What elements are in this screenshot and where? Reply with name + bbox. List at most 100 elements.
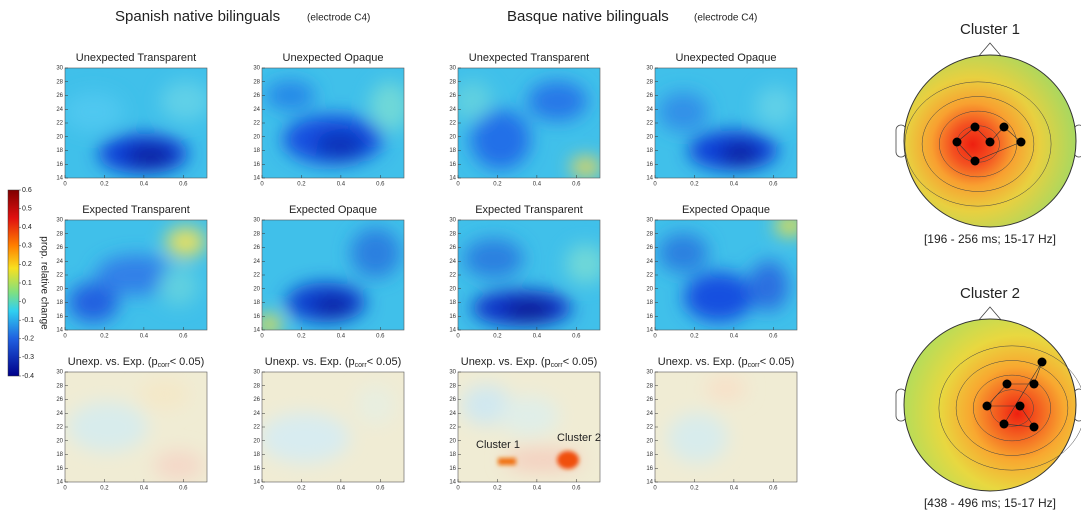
x-tick-label: 0.4 xyxy=(337,182,346,188)
x-tick-label: 0.4 xyxy=(140,486,149,492)
x-tick-label: 0.2 xyxy=(493,486,502,492)
colorbar xyxy=(7,189,20,377)
y-tick-label: 20 xyxy=(56,134,63,140)
y-tick-label: 26 xyxy=(56,93,63,99)
x-tick-label: 0.4 xyxy=(730,334,739,340)
y-tick-label: 28 xyxy=(449,383,456,389)
heatmap-blob xyxy=(570,157,600,177)
y-tick-label: 30 xyxy=(449,370,456,376)
x-tick-label: 0.4 xyxy=(140,182,149,188)
heatmap-blob xyxy=(720,141,761,166)
x-tick-label: 0.6 xyxy=(376,182,385,188)
heatmap xyxy=(262,372,404,482)
y-tick-label: 18 xyxy=(449,148,456,154)
heatmap-blob xyxy=(369,81,404,132)
x-tick-label: 0 xyxy=(63,182,67,188)
panel: 14 16 18 20 22 24 26 28 30 0 0.2 0.4 0.6 Unexpected T… xyxy=(56,52,208,188)
y-tick-label: 30 xyxy=(646,218,653,224)
colorbar-label: prop. relative change xyxy=(38,236,49,330)
title-part: < 0.05) xyxy=(760,356,795,368)
y-tick-label: 26 xyxy=(449,397,456,403)
y-tick-label: 28 xyxy=(56,231,63,237)
y-tick-label: 22 xyxy=(253,273,260,279)
y-tick-label: 24 xyxy=(56,411,63,417)
heatmap xyxy=(262,68,404,178)
group-header: Spanish native bilinguals xyxy=(115,8,280,25)
y-tick-label: 28 xyxy=(56,383,63,389)
heatmap-blob xyxy=(658,233,709,273)
panel-title: Unexp. vs. Exp. (pcorr< 0.05) xyxy=(265,356,402,369)
y-tick-label: 18 xyxy=(56,300,63,306)
x-tick-label: 0.6 xyxy=(572,486,581,492)
title-part: < 0.05) xyxy=(170,356,205,368)
x-tick-label: 0.2 xyxy=(690,486,699,492)
title-sub: corr xyxy=(158,362,171,369)
heatmap-blob xyxy=(350,228,401,278)
title-part: Unexp. vs. Exp. (p xyxy=(265,356,355,368)
x-tick-label: 0 xyxy=(653,334,657,340)
heatmap-blobs xyxy=(458,81,600,177)
colorbar-tick-label: 0.6 xyxy=(22,187,32,194)
heatmap-blob xyxy=(158,266,199,306)
y-tick-label: 16 xyxy=(56,314,63,320)
panel: 14 16 18 20 22 24 26 28 30 0 0.2 0.4 0.6 Unexpected O… xyxy=(646,52,798,188)
x-tick-label: 0 xyxy=(63,486,67,492)
nose xyxy=(977,306,1003,322)
x-tick-label: 0.2 xyxy=(297,182,306,188)
y-tick-label: 30 xyxy=(449,218,456,224)
panel: 14 16 18 20 22 24 26 28 30 0 0.2 0.4 0.6 Expected Opa… xyxy=(646,204,798,340)
heatmap-blobs xyxy=(68,227,206,323)
x-tick-label: 0.4 xyxy=(730,486,739,492)
y-tick-label: 20 xyxy=(449,134,456,140)
electrode xyxy=(1037,357,1047,367)
y-tick-label: 14 xyxy=(56,176,63,182)
x-tick-label: 0.4 xyxy=(337,486,346,492)
x-tick-label: 0 xyxy=(260,486,264,492)
title-sub: corr xyxy=(748,362,761,369)
y-tick-label: 16 xyxy=(449,314,456,320)
panel-title: Unexpected Transparent xyxy=(469,52,589,64)
x-tick-label: 0.4 xyxy=(533,334,542,340)
y-tick-label: 16 xyxy=(253,314,260,320)
heatmap-blob xyxy=(565,244,600,284)
title-part: < 0.05) xyxy=(367,356,402,368)
x-tick-label: 0 xyxy=(653,182,657,188)
electrode xyxy=(970,156,980,166)
y-tick-label: 26 xyxy=(449,245,456,251)
heatmap-blobs xyxy=(463,238,600,326)
y-tick-label: 14 xyxy=(449,480,456,486)
y-tick-label: 24 xyxy=(449,411,456,417)
y-tick-label: 14 xyxy=(253,480,260,486)
y-tick-label: 30 xyxy=(56,66,63,72)
x-tick-label: 0.2 xyxy=(100,334,109,340)
title-part: Unexp. vs. Exp. (p xyxy=(658,356,748,368)
y-tick-label: 26 xyxy=(56,245,63,251)
x-tick-label: 0.6 xyxy=(572,334,581,340)
y-tick-label: 28 xyxy=(253,383,260,389)
y-tick-label: 24 xyxy=(449,259,456,265)
heatmap-blob xyxy=(160,81,207,121)
heatmap-blob xyxy=(262,413,350,463)
electrode xyxy=(1029,422,1039,432)
heatmap-blob xyxy=(504,300,554,321)
contour xyxy=(921,96,1035,192)
y-tick-label: 24 xyxy=(646,107,653,113)
y-tick-label: 28 xyxy=(646,383,653,389)
panel: 14 16 18 20 22 24 26 28 30 0 0.2 0.4 0.6 Expected Tra… xyxy=(56,204,208,340)
x-tick-label: 0.2 xyxy=(493,334,502,340)
panel-title: Unexpected Opaque xyxy=(676,52,777,64)
y-tick-label: 22 xyxy=(646,121,653,127)
heatmap-blob xyxy=(463,238,524,279)
panel-title: Unexp. vs. Exp. (pcorr< 0.05) xyxy=(461,356,598,369)
y-tick-label: 20 xyxy=(646,438,653,444)
y-tick-label: 26 xyxy=(253,245,260,251)
nose xyxy=(977,42,1003,58)
heatmap-blob xyxy=(667,413,728,463)
x-tick-label: 0.2 xyxy=(297,486,306,492)
x-tick-label: 0.4 xyxy=(337,334,346,340)
heatmap xyxy=(65,68,207,178)
heatmap xyxy=(65,220,207,330)
colorbar-tick-label: 0.2 xyxy=(22,261,32,268)
